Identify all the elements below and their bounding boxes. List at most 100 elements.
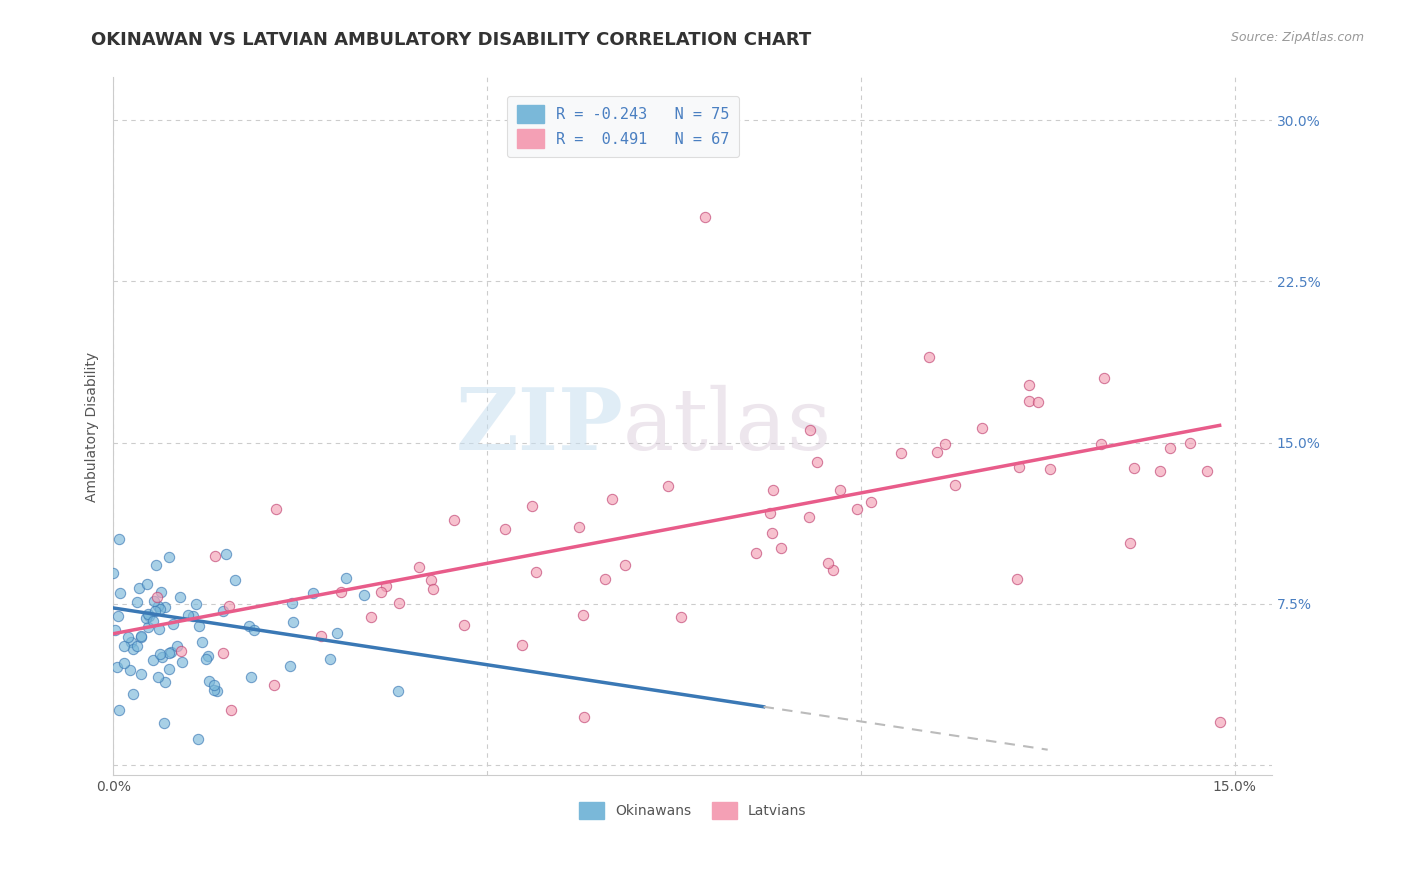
Point xyxy=(138,608,160,623)
Point xyxy=(679,118,702,132)
Point xyxy=(143,604,166,618)
Point xyxy=(152,716,174,731)
Point xyxy=(127,639,149,653)
Point xyxy=(1026,395,1049,409)
Point xyxy=(191,635,214,649)
Point xyxy=(387,684,409,698)
Point xyxy=(104,623,127,637)
Point xyxy=(1118,536,1140,550)
Point xyxy=(131,667,153,681)
Point xyxy=(239,670,262,684)
Point xyxy=(759,506,782,520)
Point xyxy=(238,619,260,633)
Point xyxy=(224,573,246,587)
Point xyxy=(125,595,148,609)
Point xyxy=(198,673,221,688)
Point xyxy=(120,663,142,677)
Point xyxy=(360,609,382,624)
Point xyxy=(1159,441,1181,455)
Point xyxy=(160,644,183,658)
Point xyxy=(453,617,475,632)
Point xyxy=(128,581,150,595)
Point xyxy=(162,617,184,632)
Text: atlas: atlas xyxy=(623,384,832,468)
Point xyxy=(150,649,173,664)
Point xyxy=(600,491,623,506)
Point xyxy=(146,599,169,613)
Point xyxy=(326,626,349,640)
Point xyxy=(146,590,169,604)
Point xyxy=(1090,437,1112,451)
Point xyxy=(408,560,430,574)
Point xyxy=(846,501,869,516)
Point xyxy=(309,629,332,643)
Point xyxy=(218,599,240,614)
Point xyxy=(510,638,533,652)
Point xyxy=(153,675,176,690)
Point xyxy=(657,479,679,493)
Point xyxy=(934,436,956,450)
Point xyxy=(129,629,152,643)
Point xyxy=(278,659,301,673)
Point xyxy=(136,577,159,591)
Point xyxy=(204,678,226,692)
Point xyxy=(806,455,828,469)
Point xyxy=(135,611,157,625)
Point xyxy=(422,582,444,596)
Point xyxy=(302,585,325,599)
Point xyxy=(121,641,143,656)
Point xyxy=(420,574,443,588)
Point xyxy=(184,597,207,611)
Point xyxy=(1180,436,1202,450)
Point xyxy=(107,608,129,623)
Point xyxy=(572,710,595,724)
Point xyxy=(211,604,233,618)
Point xyxy=(129,630,152,644)
Point xyxy=(157,550,180,565)
Point xyxy=(194,652,217,666)
Point xyxy=(202,682,225,697)
Point xyxy=(197,648,219,663)
Point xyxy=(281,596,304,610)
Point xyxy=(520,499,543,513)
Point xyxy=(148,622,170,636)
Point xyxy=(149,601,172,615)
Point xyxy=(170,644,193,658)
Point xyxy=(1149,463,1171,477)
Point xyxy=(797,509,820,524)
Point xyxy=(817,556,839,570)
Point xyxy=(330,585,353,599)
Point xyxy=(166,639,188,653)
Point xyxy=(120,634,142,648)
Point xyxy=(157,662,180,676)
Point xyxy=(695,210,717,224)
Point xyxy=(828,483,851,497)
Point xyxy=(107,703,129,717)
Point xyxy=(319,652,342,666)
Point xyxy=(243,623,266,637)
Point xyxy=(142,614,165,628)
Point xyxy=(918,350,941,364)
Point xyxy=(149,647,172,661)
Point xyxy=(112,639,135,653)
Text: Source: ZipAtlas.com: Source: ZipAtlas.com xyxy=(1230,31,1364,45)
Point xyxy=(143,593,166,607)
Point xyxy=(112,657,135,671)
Point xyxy=(1005,572,1028,586)
Point xyxy=(769,541,792,555)
Point xyxy=(1197,464,1219,478)
Point xyxy=(215,547,238,561)
Point xyxy=(595,572,617,586)
Point xyxy=(761,526,783,541)
Point xyxy=(136,607,159,622)
Point xyxy=(568,519,591,533)
Point xyxy=(181,608,204,623)
Point xyxy=(669,609,692,624)
Point xyxy=(744,546,766,560)
Point xyxy=(149,585,172,599)
Point xyxy=(1039,462,1062,476)
Point xyxy=(943,478,966,492)
Point xyxy=(890,445,912,459)
Point xyxy=(117,630,139,644)
Point xyxy=(927,445,949,459)
